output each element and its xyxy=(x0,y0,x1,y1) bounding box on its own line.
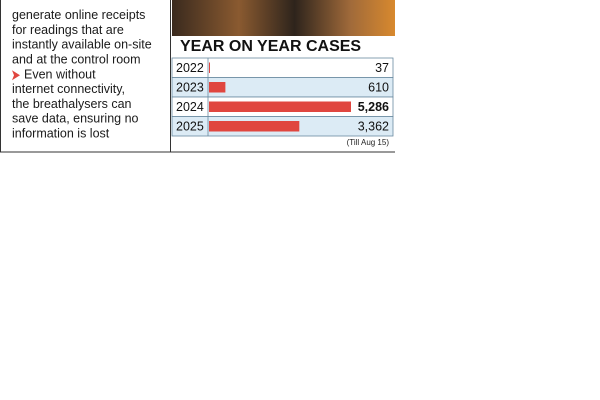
photo xyxy=(172,0,395,36)
category-label: 2022 xyxy=(176,61,204,75)
article-line: the breathalysers can xyxy=(12,97,132,111)
article-line: for readings that are xyxy=(12,23,124,37)
bar xyxy=(209,101,351,112)
article-line: Even without xyxy=(24,67,96,81)
article-line: internet connectivity, xyxy=(12,82,125,96)
value-label: 5,286 xyxy=(358,100,389,114)
article-line: generate online receipts xyxy=(12,8,145,22)
value-label: 37 xyxy=(375,61,389,75)
value-label: 3,362 xyxy=(358,120,389,134)
bar xyxy=(209,62,210,73)
article-line: and at the control room xyxy=(12,52,141,66)
chart-title: YEAR ON YEAR CASES xyxy=(180,38,361,55)
value-label: 610 xyxy=(368,81,389,95)
category-label: 2024 xyxy=(176,100,204,114)
article-line: save data, ensuring no xyxy=(12,112,139,126)
bar xyxy=(209,121,300,132)
chart: YEAR ON YEAR CASES 2022 37 2023 610 2024 5,28… xyxy=(171,38,394,147)
category-label: 2023 xyxy=(176,81,204,95)
bullet-arrow xyxy=(12,70,20,81)
row-bg xyxy=(171,57,394,78)
row-bg xyxy=(171,77,394,98)
note: (Till Aug 15) xyxy=(347,138,390,147)
bar xyxy=(209,82,226,93)
category-label: 2025 xyxy=(176,120,204,134)
article-line: information is lost xyxy=(12,126,110,140)
article-line: instantly available on-site xyxy=(12,38,152,52)
